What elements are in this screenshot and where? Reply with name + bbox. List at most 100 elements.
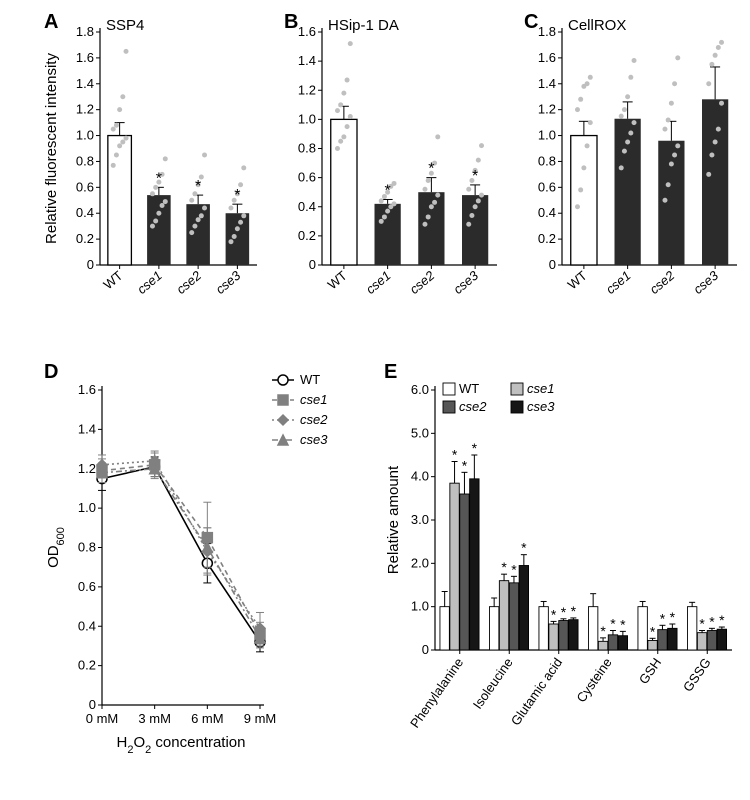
svg-text:1.8: 1.8	[538, 24, 556, 39]
svg-text:0.2: 0.2	[76, 231, 94, 246]
svg-text:1.2: 1.2	[298, 82, 316, 97]
svg-text:*: *	[600, 623, 606, 639]
svg-text:cse2: cse2	[459, 399, 487, 414]
svg-text:6.0: 6.0	[411, 382, 429, 397]
svg-text:1.8: 1.8	[76, 24, 94, 39]
svg-text:E: E	[384, 361, 397, 383]
svg-text:0: 0	[422, 642, 429, 657]
svg-text:*: *	[472, 168, 478, 185]
svg-text:WT: WT	[459, 381, 479, 396]
svg-text:cse1: cse1	[363, 268, 394, 297]
svg-text:*: *	[452, 447, 458, 463]
svg-text:0.8: 0.8	[76, 153, 94, 168]
svg-text:WT: WT	[100, 268, 125, 293]
svg-text:0.4: 0.4	[78, 618, 96, 633]
svg-text:3.0: 3.0	[411, 512, 429, 527]
svg-text:A: A	[44, 11, 58, 33]
panel-c: 00.20.40.60.81.01.21.41.61.8CCellROXWTcs…	[520, 10, 745, 340]
svg-text:1.0: 1.0	[411, 599, 429, 614]
svg-text:5.0: 5.0	[411, 425, 429, 440]
svg-text:1.4: 1.4	[76, 76, 94, 91]
svg-text:H2O2 concentration: H2O2 concentration	[117, 734, 246, 756]
panel-a: 00.20.40.60.81.01.21.41.61.8ASSP4Relativ…	[40, 10, 265, 340]
svg-text:*: *	[650, 623, 656, 639]
svg-text:GSSG: GSSG	[680, 655, 714, 694]
svg-text:0.4: 0.4	[76, 205, 94, 220]
svg-text:6 mM: 6 mM	[191, 711, 224, 726]
svg-text:cse1: cse1	[527, 381, 554, 396]
svg-text:*: *	[428, 161, 434, 178]
svg-text:cse2: cse2	[300, 412, 328, 427]
svg-text:Phenylalanine: Phenylalanine	[407, 655, 466, 731]
svg-text:Cysteine: Cysteine	[573, 655, 614, 705]
svg-text:WT: WT	[300, 372, 320, 387]
svg-text:0.2: 0.2	[298, 228, 316, 243]
svg-text:0 mM: 0 mM	[86, 711, 119, 726]
svg-text:1.2: 1.2	[538, 102, 556, 117]
panel-e: E01.02.03.04.05.06.0Relative amount***Ph…	[380, 360, 740, 780]
svg-text:0.6: 0.6	[76, 179, 94, 194]
svg-text:1.6: 1.6	[78, 382, 96, 397]
svg-text:cse3: cse3	[527, 399, 555, 414]
svg-text:1.2: 1.2	[76, 102, 94, 117]
svg-text:*: *	[156, 170, 162, 187]
svg-text:1.4: 1.4	[298, 53, 316, 68]
svg-text:B: B	[284, 11, 298, 33]
svg-text:1.4: 1.4	[78, 421, 96, 436]
svg-text:cse3: cse3	[450, 267, 481, 297]
svg-text:GSH: GSH	[636, 655, 664, 687]
svg-text:1.4: 1.4	[538, 76, 556, 91]
svg-text:C: C	[524, 11, 538, 33]
svg-text:HSip-1 DA: HSip-1 DA	[328, 17, 399, 34]
svg-text:*: *	[521, 540, 527, 556]
panel-b: 00.20.40.60.81.01.21.41.6BHSip-1 DAWT*cs…	[280, 10, 505, 340]
svg-text:cse1: cse1	[134, 268, 165, 297]
svg-text:1.0: 1.0	[538, 128, 556, 143]
svg-text:WT: WT	[325, 268, 350, 293]
svg-text:SSP4: SSP4	[106, 17, 144, 34]
svg-text:9 mM: 9 mM	[244, 711, 277, 726]
svg-text:0.8: 0.8	[78, 540, 96, 555]
svg-text:*: *	[551, 606, 557, 622]
svg-text:cse3: cse3	[213, 267, 244, 297]
svg-text:CellROX: CellROX	[568, 17, 626, 34]
svg-text:0.2: 0.2	[78, 658, 96, 673]
svg-text:cse2: cse2	[647, 267, 678, 297]
svg-text:0.8: 0.8	[298, 141, 316, 156]
svg-text:Isoleucine: Isoleucine	[470, 655, 516, 712]
svg-text:*: *	[699, 616, 705, 632]
svg-text:Relative amount: Relative amount	[385, 465, 402, 574]
svg-text:1.0: 1.0	[298, 111, 316, 126]
svg-text:*: *	[610, 616, 616, 632]
svg-text:D: D	[44, 361, 58, 383]
svg-text:cse3: cse3	[690, 267, 721, 297]
svg-text:cse3: cse3	[300, 432, 328, 447]
svg-text:*: *	[462, 457, 468, 473]
svg-text:3 mM: 3 mM	[138, 711, 171, 726]
svg-text:*: *	[660, 610, 666, 626]
svg-text:*: *	[511, 561, 517, 577]
svg-text:0.4: 0.4	[538, 205, 556, 220]
svg-text:0.6: 0.6	[298, 170, 316, 185]
svg-text:*: *	[571, 603, 577, 619]
svg-text:1.6: 1.6	[538, 50, 556, 65]
svg-text:0: 0	[549, 257, 556, 272]
panel-d: D00.20.40.60.81.01.21.41.6OD6000 mM3 mM6…	[40, 360, 365, 780]
svg-text:4.0: 4.0	[411, 469, 429, 484]
svg-text:*: *	[709, 613, 715, 629]
svg-text:*: *	[561, 604, 567, 620]
svg-text:*: *	[234, 187, 240, 204]
svg-text:*: *	[195, 178, 201, 195]
svg-text:1.0: 1.0	[78, 500, 96, 515]
svg-text:WT: WT	[565, 268, 590, 293]
svg-text:*: *	[472, 440, 478, 456]
svg-text:cse2: cse2	[173, 267, 204, 297]
svg-text:1.0: 1.0	[76, 128, 94, 143]
svg-text:*: *	[501, 559, 507, 575]
svg-text:1.6: 1.6	[298, 24, 316, 39]
svg-text:Relative fluorescent intensity: Relative fluorescent intensity	[43, 53, 60, 244]
svg-text:*: *	[620, 616, 626, 632]
svg-text:1.2: 1.2	[78, 461, 96, 476]
svg-text:0.2: 0.2	[538, 231, 556, 246]
svg-text:0.6: 0.6	[538, 179, 556, 194]
